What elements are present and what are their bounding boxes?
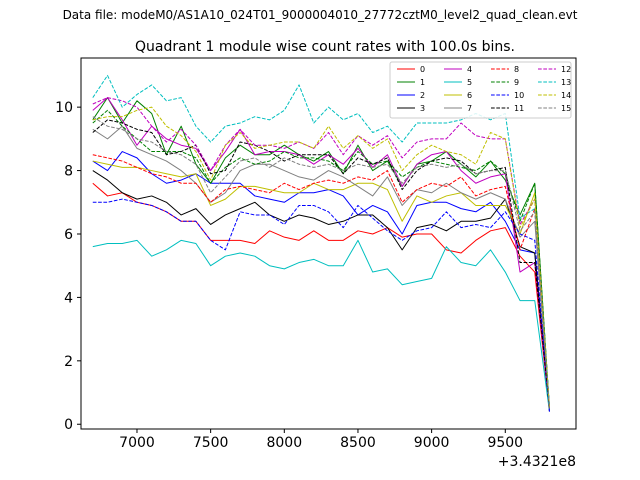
series-line-9: [92, 109, 550, 409]
axes-frame: [80, 57, 577, 430]
plot-title: Quadrant 1 module wise count rates with …: [135, 39, 515, 55]
legend-label-8: 8: [514, 65, 519, 74]
series-line-6: [92, 160, 550, 409]
series-line-8: [92, 154, 550, 409]
legend-label-1: 1: [420, 78, 425, 87]
x-tick-label: 8500: [340, 435, 376, 451]
legend-label-15: 15: [561, 104, 571, 113]
legend-label-13: 13: [561, 78, 571, 87]
legend-label-2: 2: [420, 91, 425, 100]
legend-label-12: 12: [561, 65, 571, 74]
legend-label-3: 3: [420, 104, 425, 113]
series-line-11: [92, 119, 550, 409]
series-line-2: [92, 151, 550, 412]
legend-label-6: 6: [467, 91, 472, 100]
series-line-14: [92, 106, 550, 409]
legend-label-11: 11: [514, 104, 524, 113]
legend-label-10: 10: [514, 91, 524, 100]
x-tick-label: 9500: [487, 435, 523, 451]
x-tick-label: 7000: [119, 435, 155, 451]
series-line-12: [92, 97, 550, 409]
legend-label-5: 5: [467, 78, 472, 87]
series-line-4: [92, 97, 550, 412]
y-tick-label: 10: [55, 100, 73, 116]
series-line-15: [92, 116, 550, 409]
series-line-7: [92, 125, 550, 409]
series-layer: [92, 74, 550, 412]
legend-label-7: 7: [467, 104, 472, 113]
x-tick-label: 8000: [266, 435, 302, 451]
y-tick-label: 0: [64, 417, 73, 433]
y-tick-label: 8: [64, 164, 73, 180]
y-axis-ticks: 0 2 4 6 8 10: [55, 100, 81, 433]
y-tick-label: 6: [64, 227, 73, 243]
series-line-10: [92, 198, 550, 412]
y-tick-label: 4: [64, 290, 73, 306]
legend-label-0: 0: [420, 65, 425, 74]
suptitle: Data file: modeM0/AS1A10_024T01_90000040…: [63, 8, 578, 22]
legend-label-4: 4: [467, 65, 472, 74]
x-axis-ticks: 7000 7500 8000 8500 9000 9500: [119, 429, 523, 451]
series-line-13: [92, 74, 550, 406]
y-tick-label: 2: [64, 354, 73, 370]
series-line-1: [92, 97, 550, 409]
legend-box: [389, 61, 572, 119]
x-offset-label: +3.4321e8: [498, 454, 576, 470]
x-tick-label: 7500: [193, 435, 229, 451]
legend-label-9: 9: [514, 78, 519, 87]
x-tick-label: 9000: [414, 435, 450, 451]
series-line-5: [92, 239, 550, 412]
legend-label-14: 14: [561, 91, 571, 100]
series-line-0: [92, 182, 550, 412]
series-line-3: [92, 170, 550, 409]
